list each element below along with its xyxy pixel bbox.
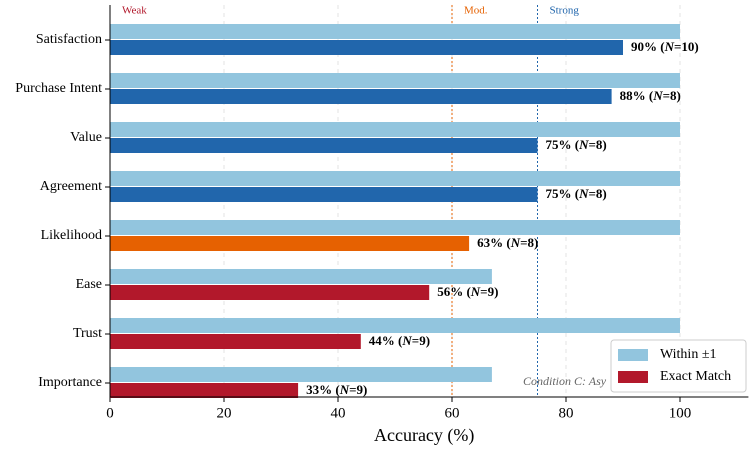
bar — [110, 138, 538, 153]
bar — [110, 122, 680, 137]
x-tick-label: 80 — [559, 405, 574, 421]
bar — [110, 24, 680, 39]
y-tick-label: Trust — [73, 326, 102, 341]
bar — [110, 40, 623, 55]
legend-label: Within ±1 — [660, 347, 717, 362]
zone-label: Mod. — [464, 5, 488, 17]
data-label: 90% (N=10) — [631, 39, 699, 54]
data-label: 33% (N=9) — [306, 382, 367, 397]
data-label: 75% (N=8) — [546, 186, 607, 201]
y-tick-label: Value — [70, 130, 102, 145]
bar — [110, 334, 361, 349]
data-label: 88% (N=8) — [620, 88, 681, 103]
y-tick-label: Importance — [38, 375, 102, 390]
legend-label: Exact Match — [660, 369, 731, 384]
legend-swatch — [618, 349, 648, 361]
y-tick-label: Likelihood — [41, 228, 102, 243]
x-tick-label: 40 — [331, 405, 346, 421]
x-axis-label: Accuracy (%) — [374, 425, 474, 446]
x-tick-label: 60 — [445, 405, 460, 421]
bar — [110, 73, 680, 88]
x-tick-label: 20 — [217, 405, 232, 421]
bar — [110, 89, 612, 104]
data-label: 63% (N=8) — [477, 235, 538, 250]
data-label: 44% (N=9) — [369, 333, 430, 348]
bar — [110, 171, 680, 186]
bar — [110, 187, 538, 202]
bar — [110, 285, 430, 300]
bar — [110, 236, 470, 251]
legend: Within ±1 Exact Match — [610, 339, 747, 393]
x-tick-label: 100 — [669, 405, 692, 421]
data-label: 75% (N=8) — [546, 137, 607, 152]
bar — [110, 220, 680, 235]
y-tick-label: Ease — [76, 277, 102, 292]
y-tick-label: Satisfaction — [36, 32, 102, 47]
bar — [110, 367, 492, 382]
annotation: Condition C: Asy — [523, 374, 607, 388]
bar — [110, 269, 492, 284]
y-tick-label: Agreement — [40, 179, 102, 194]
x-tick-label: 0 — [106, 405, 114, 421]
bar — [110, 383, 299, 398]
zone-label: Weak — [122, 5, 147, 17]
y-tick-label: Purchase Intent — [15, 81, 102, 96]
bar — [110, 318, 680, 333]
zone-label: Strong — [550, 5, 580, 17]
data-label: 56% (N=9) — [437, 284, 498, 299]
legend-swatch — [618, 371, 648, 383]
